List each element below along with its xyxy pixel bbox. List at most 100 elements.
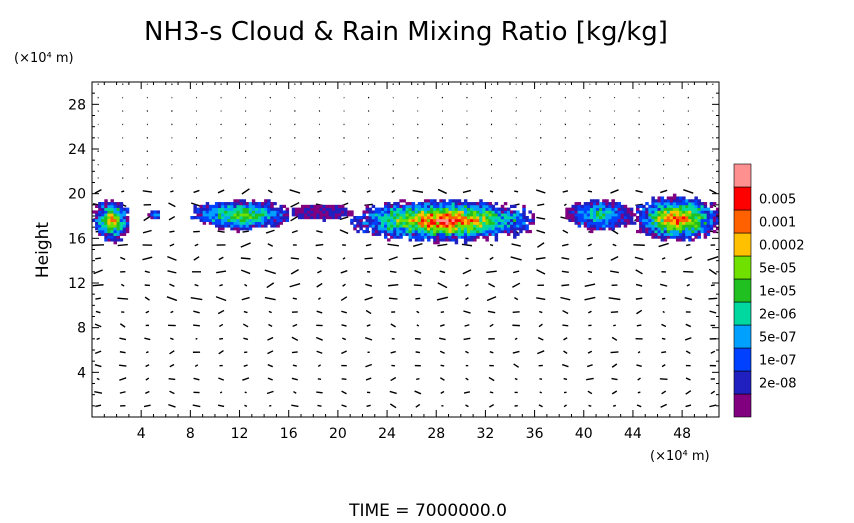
wind-vector bbox=[415, 298, 420, 299]
cloud-cell bbox=[249, 222, 252, 225]
wind-vector bbox=[170, 351, 175, 354]
cloud-cell bbox=[498, 219, 501, 222]
cloud-cell bbox=[430, 202, 433, 205]
cloud-cell bbox=[455, 199, 458, 202]
y-unit-label: (×10⁴ m) bbox=[14, 51, 74, 66]
cloud-cell bbox=[691, 208, 694, 211]
cloud-cell bbox=[636, 219, 639, 222]
cloud-cell bbox=[107, 219, 110, 222]
cloud-cell bbox=[488, 224, 491, 227]
wind-vector bbox=[491, 151, 492, 152]
wind-vector bbox=[390, 404, 396, 408]
cloud-cell bbox=[461, 205, 464, 208]
wind-vector bbox=[466, 298, 469, 300]
cloud-cell bbox=[341, 208, 344, 211]
cloud-cell bbox=[433, 236, 436, 239]
cloud-cell bbox=[504, 219, 507, 222]
cloud-cell bbox=[418, 227, 421, 230]
wind-vector bbox=[144, 216, 151, 221]
cloud-cell bbox=[455, 205, 458, 208]
cloud-cell bbox=[688, 224, 691, 227]
cloud-cell bbox=[430, 236, 433, 239]
cloud-cell bbox=[602, 202, 605, 205]
cloud-cell bbox=[335, 208, 338, 211]
cloud-cell bbox=[636, 205, 639, 208]
cloud-cell bbox=[458, 205, 461, 208]
cloud-cell bbox=[458, 213, 461, 216]
wind-vector bbox=[661, 324, 665, 326]
cloud-cell bbox=[498, 227, 501, 230]
cloud-cell bbox=[445, 210, 448, 213]
cloud-cell bbox=[316, 205, 319, 208]
cloud-cell bbox=[676, 202, 679, 205]
wind-vector bbox=[145, 391, 149, 393]
wind-vector bbox=[218, 310, 224, 313]
cloud-cell bbox=[473, 227, 476, 230]
cloud-cell bbox=[332, 205, 335, 208]
cloud-cell bbox=[611, 199, 614, 202]
cloud-cell bbox=[310, 216, 313, 219]
wind-vector bbox=[342, 391, 347, 394]
cloud-cell bbox=[240, 208, 243, 211]
cloud-cell bbox=[581, 222, 584, 225]
cloud-cell bbox=[114, 238, 117, 241]
wind-vector bbox=[367, 405, 371, 406]
wind-vector bbox=[169, 391, 174, 393]
cloud-cell bbox=[504, 213, 507, 216]
cloud-cell bbox=[117, 238, 120, 241]
cloud-cell bbox=[605, 224, 608, 227]
wind-vector bbox=[562, 244, 568, 246]
cloud-cell bbox=[227, 202, 230, 205]
cloud-cell bbox=[240, 205, 243, 208]
cloud-cell bbox=[667, 233, 670, 236]
wind-vector bbox=[391, 324, 396, 327]
cloud-cell bbox=[452, 199, 455, 202]
cloud-cell bbox=[157, 210, 160, 213]
wind-vector bbox=[195, 244, 198, 246]
cloud-cell bbox=[120, 238, 123, 241]
cloud-cell bbox=[252, 202, 255, 205]
cloud-cell bbox=[611, 227, 614, 230]
cloud-cell bbox=[507, 224, 510, 227]
cloud-cell bbox=[252, 219, 255, 222]
wind-vector bbox=[588, 244, 591, 246]
cloud-cell bbox=[685, 224, 688, 227]
wind-vector bbox=[392, 190, 395, 192]
cloud-cell bbox=[661, 224, 664, 227]
wind-vector bbox=[662, 365, 665, 367]
wind-vector bbox=[216, 271, 226, 273]
cloud-cell bbox=[110, 216, 113, 219]
cloud-cell bbox=[452, 216, 455, 219]
y-tick-label: 20 bbox=[68, 187, 86, 203]
cloud-cell bbox=[605, 208, 608, 211]
cloud-cell bbox=[110, 227, 113, 230]
cloud-cell bbox=[427, 210, 430, 213]
cloud-cell bbox=[359, 227, 362, 230]
wind-vector bbox=[513, 271, 519, 273]
cloud-cell bbox=[464, 236, 467, 239]
y-tick-label: 16 bbox=[68, 231, 86, 247]
cloud-cell bbox=[694, 216, 697, 219]
cloud-cell bbox=[378, 208, 381, 211]
cloud-cell bbox=[249, 210, 252, 213]
wind-vector bbox=[489, 405, 493, 408]
wind-vector bbox=[121, 191, 124, 192]
wind-vector bbox=[219, 351, 224, 354]
cloud-cell bbox=[270, 219, 273, 222]
cloud-cell bbox=[402, 219, 405, 222]
cloud-cell bbox=[424, 210, 427, 213]
wind-vector bbox=[414, 285, 422, 286]
wind-vector bbox=[638, 378, 641, 380]
cloud-cell bbox=[676, 208, 679, 211]
cloud-cell bbox=[488, 219, 491, 222]
cloud-cell bbox=[246, 222, 249, 225]
cloud-cell bbox=[504, 216, 507, 219]
cloud-cell bbox=[387, 213, 390, 216]
cloud-cell bbox=[645, 224, 648, 227]
wind-vector bbox=[318, 298, 320, 300]
cloud-cell bbox=[661, 227, 664, 230]
cloud-cell bbox=[338, 216, 341, 219]
wind-vector bbox=[341, 311, 346, 313]
wind-vector bbox=[661, 404, 667, 407]
